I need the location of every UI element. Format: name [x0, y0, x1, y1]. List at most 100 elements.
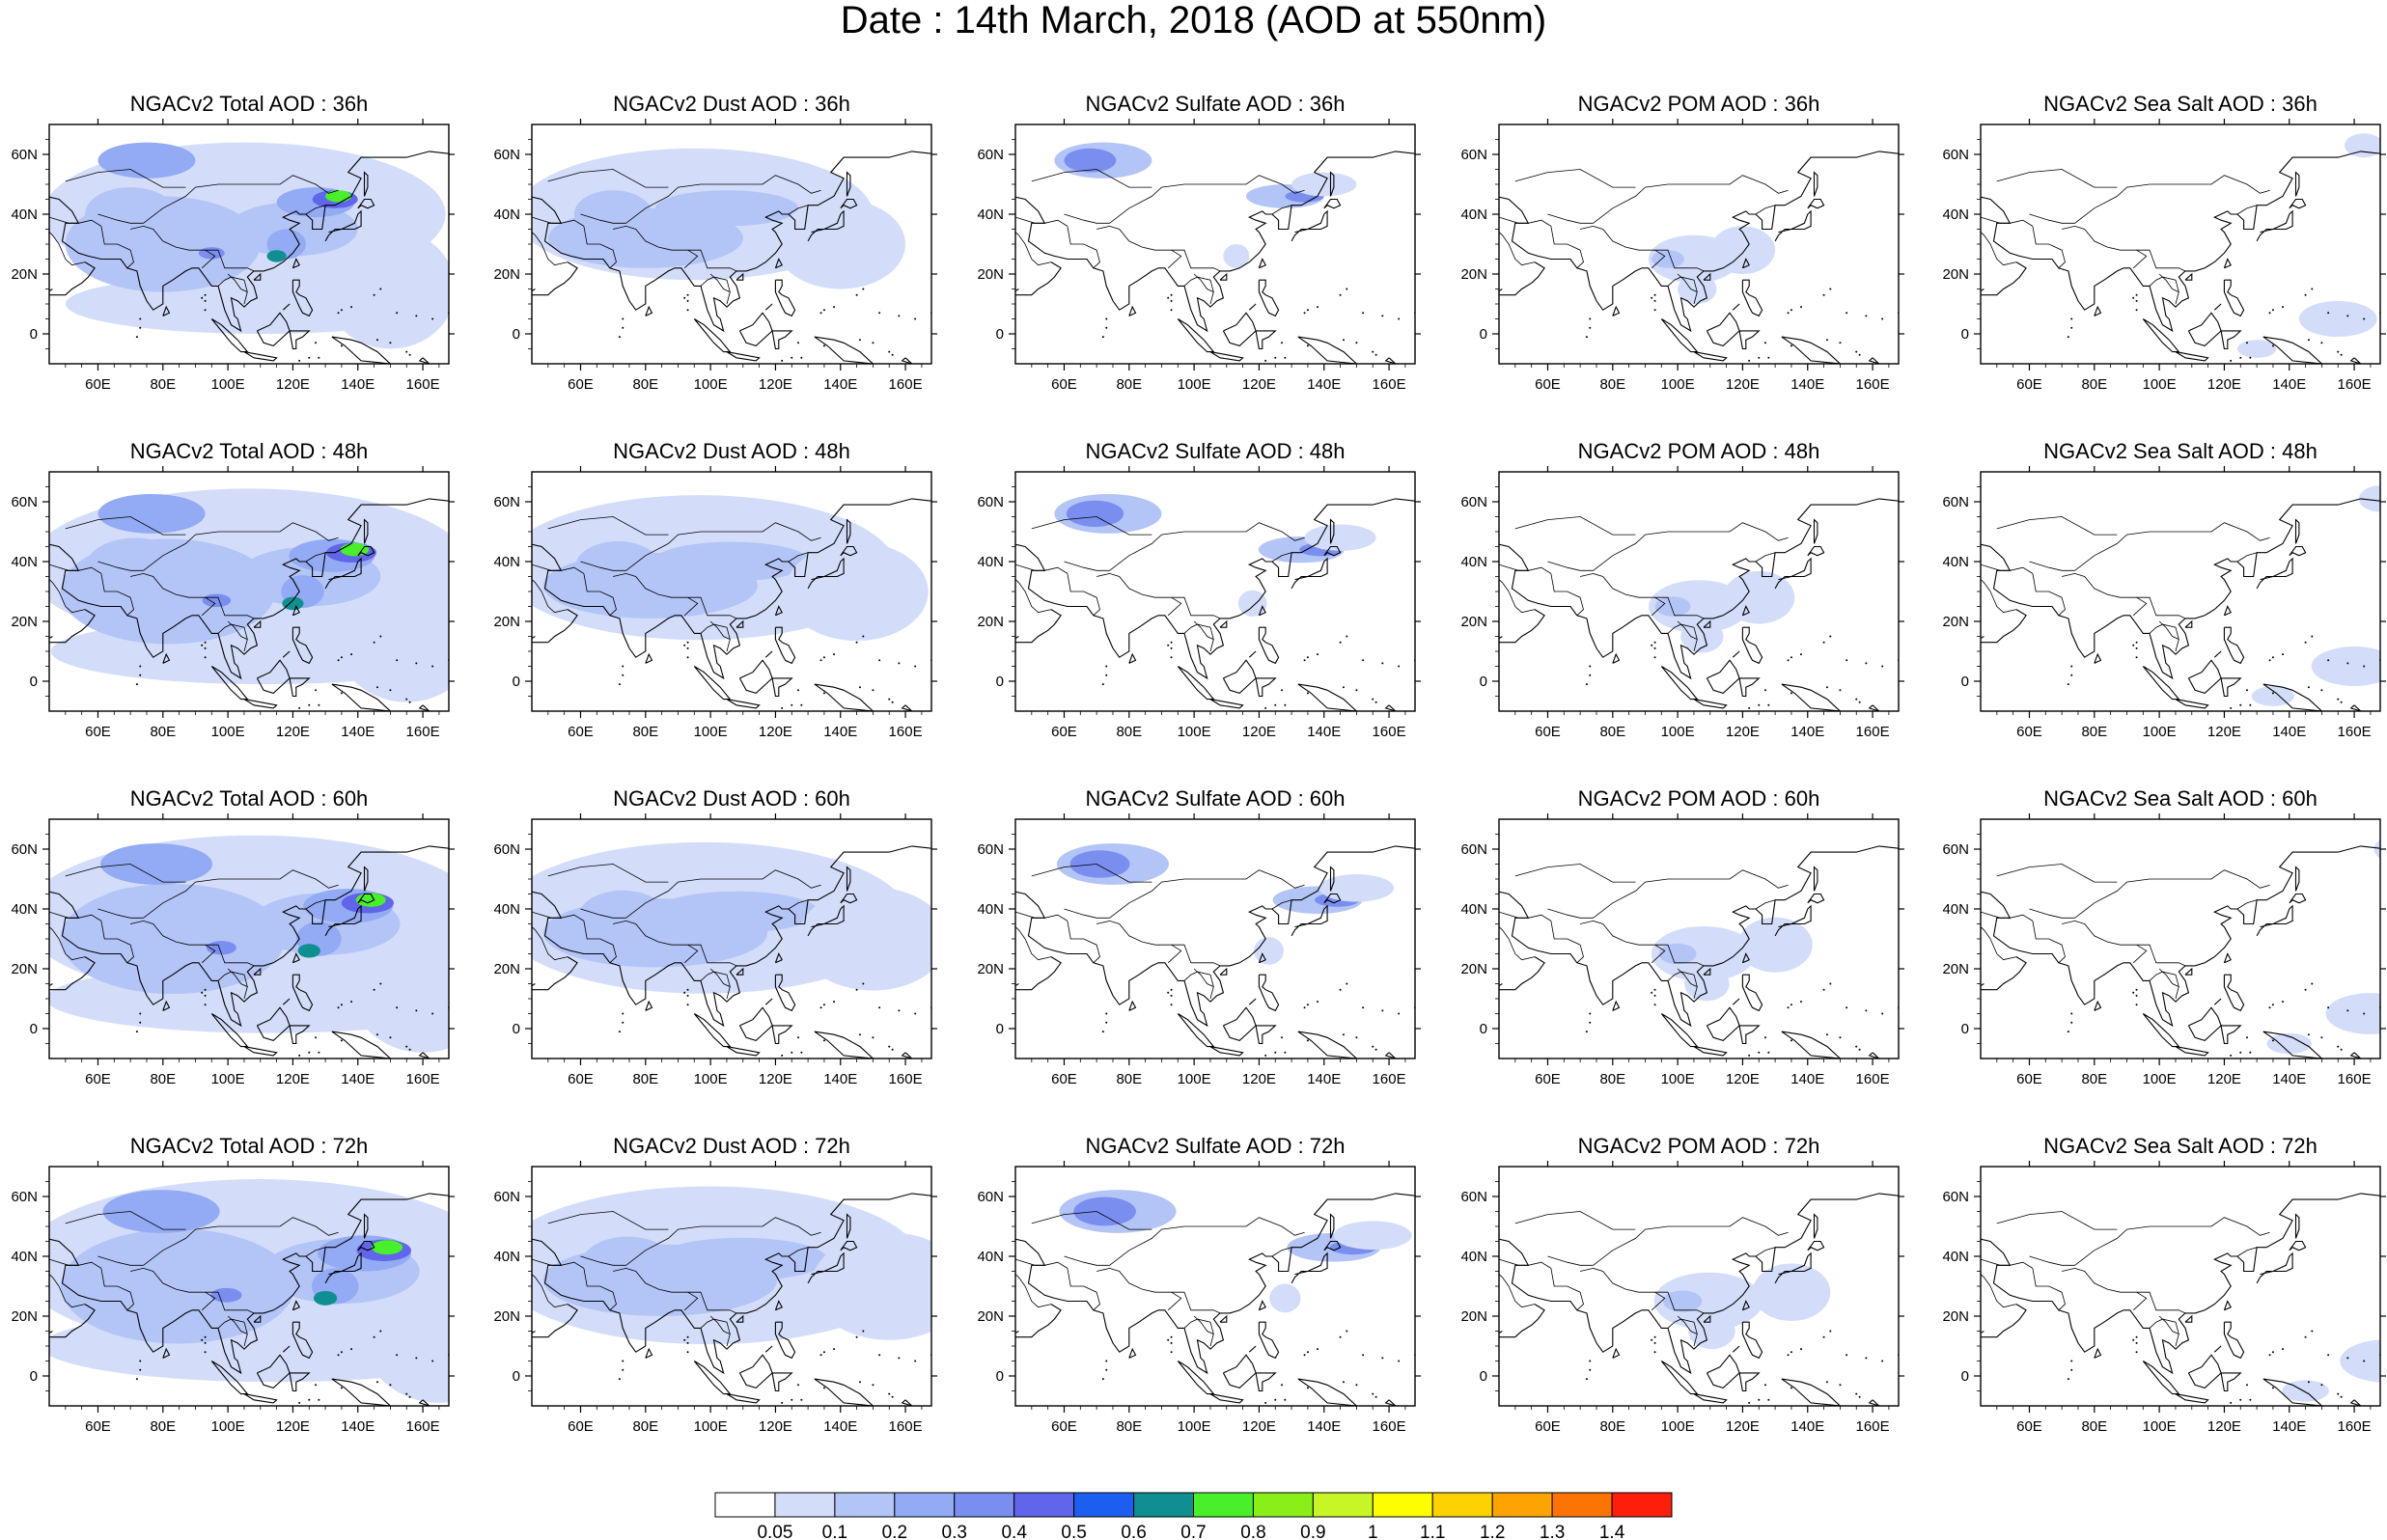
lon-tick-label: 120E [1242, 376, 1276, 393]
coastline [1981, 1193, 2380, 1375]
island-dot [914, 1360, 917, 1362]
lat-tick-label: 20N [1942, 266, 1969, 283]
island-dot [872, 1036, 874, 1039]
map-panel-sulfate-72h: NGACv2 Sulfate AOD : 72h 60E 80E 100E 120E 14… [977, 1134, 1421, 1435]
coastline [1703, 1314, 1711, 1323]
country-border [49, 216, 102, 227]
colorbar-label: 1.4 [1599, 1523, 1625, 1540]
island-dot [781, 706, 784, 709]
country-border [2029, 1255, 2075, 1266]
lat-tick-label: 0 [513, 674, 520, 690]
island-dot [2311, 635, 2314, 638]
island-dot [1653, 1341, 1656, 1344]
coastline [774, 626, 796, 665]
aod-patch [266, 250, 287, 262]
island-dot [1281, 1384, 1283, 1387]
coastline [2175, 699, 2209, 709]
country-border [1271, 205, 1292, 215]
island-dot [318, 703, 320, 706]
aod-patch [2344, 133, 2380, 158]
island-dot [1865, 315, 1868, 317]
coastline [1499, 498, 1899, 680]
coastline [2349, 1399, 2362, 1406]
lat-tick-label: 20N [1460, 266, 1487, 283]
island-dot [1306, 692, 1309, 695]
country-border [700, 276, 731, 305]
aod-patch [1069, 850, 1130, 878]
lat-tick-label: 20N [493, 1308, 520, 1325]
country-border [1271, 552, 1292, 563]
island-dot [340, 656, 343, 659]
island-dot [1264, 1054, 1267, 1057]
coastline [1258, 279, 1280, 317]
island-dot [204, 1351, 207, 1354]
island-dot [1372, 350, 1374, 353]
island-dot [408, 1395, 411, 1398]
island-dot [1398, 665, 1401, 668]
country-border [1981, 564, 2034, 574]
coastline [764, 303, 773, 311]
island-dot [822, 1004, 825, 1006]
lon-tick-label: 100E [211, 724, 245, 740]
island-dot [898, 1357, 901, 1360]
coastline [1807, 1240, 1825, 1251]
country-border [97, 1255, 144, 1266]
lat-tick-label: 40N [1460, 206, 1487, 223]
island-dot [2230, 1054, 2233, 1057]
map-panel-seasalt-60h: NGACv2 Sea Salt AOD : 60h 60E 80E 100E 120E 1… [1942, 786, 2386, 1087]
island-dot [2268, 1006, 2271, 1009]
island-dot [1881, 317, 1884, 320]
coastline [774, 1300, 783, 1311]
country-border [305, 205, 326, 215]
island-dot [1374, 1395, 1377, 1398]
country-border [100, 1268, 134, 1311]
lon-tick-label: 160E [406, 1071, 440, 1087]
coastline [645, 1000, 653, 1011]
aod-patch [1269, 1283, 1301, 1313]
island-dot [1589, 1368, 1592, 1371]
coastline [1015, 1304, 1062, 1338]
country-border [1550, 573, 1584, 617]
coastline [1612, 1347, 1621, 1359]
coastline [693, 666, 732, 701]
lon-tick-label: 120E [2207, 724, 2241, 740]
country-border [1651, 1291, 1666, 1311]
island-dot [405, 1392, 408, 1395]
lat-tick-label: 60N [1942, 147, 1969, 163]
island-dot [1758, 356, 1761, 359]
coastline [2223, 279, 2245, 317]
panel-title: NGACv2 Total AOD : 48h [130, 439, 369, 463]
country-border [217, 623, 248, 652]
coastline [774, 605, 783, 617]
island-dot [1170, 994, 1173, 997]
island-dot [1381, 1009, 1384, 1012]
coastline [1660, 1361, 1699, 1395]
coastline [1128, 1000, 1137, 1011]
aod-patch [355, 893, 386, 907]
country-border [532, 579, 542, 592]
country-border [1981, 232, 1991, 245]
island-dot [204, 646, 207, 649]
lat-tick-label: 20N [1942, 1308, 1969, 1325]
island-dot [1306, 309, 1309, 312]
island-dot [1342, 339, 1345, 342]
coastline [846, 866, 851, 892]
island-dot [1653, 309, 1656, 312]
island-dot [415, 315, 418, 317]
island-dot [1170, 1341, 1173, 1344]
lon-tick-label: 120E [1242, 1418, 1276, 1435]
lon-tick-label: 140E [341, 1071, 375, 1087]
island-dot [2271, 344, 2274, 347]
coastline [282, 998, 291, 1005]
aod-patch [811, 1232, 931, 1340]
country-border [2158, 620, 2179, 640]
country-border [1667, 623, 1698, 652]
country-border [2062, 572, 2186, 619]
lon-tick-label: 160E [1373, 1418, 1406, 1435]
island-dot [2239, 356, 2242, 359]
island-dot [2307, 1033, 2310, 1036]
country-border [547, 169, 669, 188]
coastline [1732, 1345, 1740, 1353]
island-dot [686, 656, 689, 659]
coastline [1981, 498, 2380, 680]
